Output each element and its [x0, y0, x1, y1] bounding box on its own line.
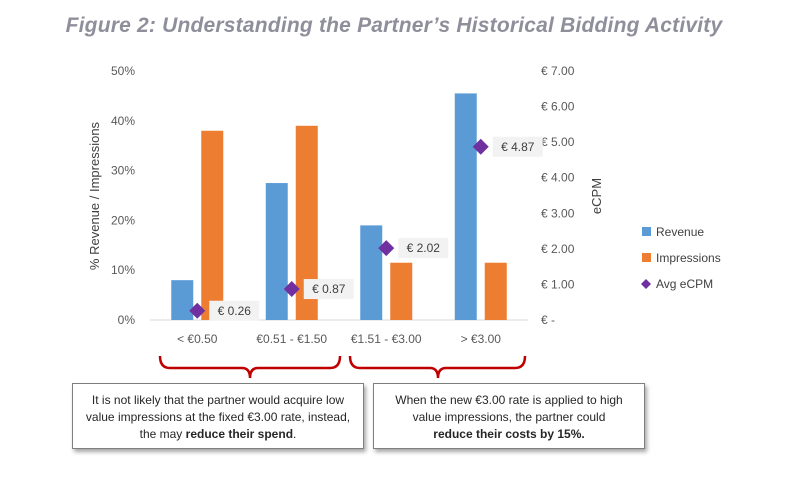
left-annotation-box: It is not likely that the partner would …: [72, 383, 364, 449]
right-axis-ticks: € - € 1.00 € 2.00 € 3.00 € 4.00 € 5.00 € 6.00 €…: [541, 64, 575, 327]
right-tick-label: € 1.00: [541, 277, 575, 291]
right-note-text: When the new €3.00 rate is applied to hi…: [395, 393, 623, 424]
ecpm-data-label: € 0.87: [312, 282, 346, 296]
data-label-bg: [303, 279, 354, 300]
x-axis-ticks: < €0.50 €0.51 - €1.50 €1.51 - €3.00 > €3.00: [177, 332, 501, 346]
right-tick-label: € -: [541, 313, 555, 327]
right-tick-label: € 6.00: [541, 100, 575, 114]
ecpm-marker-0: [189, 302, 206, 319]
ecpm-data-label: € 0.26: [218, 304, 252, 318]
bar-revenue-1: [265, 183, 288, 320]
data-label-bg: [209, 300, 260, 321]
legend-swatch-marker: [641, 279, 651, 289]
left-tick-label: 20%: [111, 213, 135, 227]
left-axis-ticks: 0% 10% 20% 30% 40% 50%: [111, 64, 135, 327]
right-tick-label: € 7.00: [541, 64, 575, 78]
left-axis-title: % Revenue / Impressions: [87, 121, 102, 270]
bar-impressions-2: [390, 262, 413, 320]
x-tick-label: < €0.50: [177, 332, 218, 346]
ecpm-marker-3: [472, 138, 489, 155]
right-tick-label: € 2.00: [541, 242, 575, 256]
bar-revenue-3: [454, 93, 477, 320]
ecpm-data-label: € 2.02: [407, 241, 441, 255]
left-bracket: [158, 355, 342, 379]
left-note-emphasis: reduce their spend: [185, 427, 294, 441]
right-bracket: [348, 355, 527, 379]
right-note-emphasis: reduce their costs by 15%.: [433, 427, 585, 441]
ecpm-marker-2: [378, 240, 395, 257]
left-tick-label: 40%: [111, 114, 135, 128]
ecpm-data-label: € 4.87: [501, 140, 535, 154]
x-tick-label: €0.51 - €1.50: [256, 332, 327, 346]
annotation-brackets: [158, 355, 527, 379]
left-tick-label: 50%: [111, 64, 135, 78]
x-tick-label: €1.51 - €3.00: [351, 332, 422, 346]
data-label-bg: [492, 136, 543, 157]
bar-revenue-2: [360, 225, 383, 320]
right-tick-label: € 3.00: [541, 206, 575, 220]
right-tick-label: € 5.00: [541, 135, 575, 149]
bar-group: [171, 93, 507, 320]
bar-impressions-0: [201, 130, 224, 320]
right-axis-title: eCPM: [589, 178, 604, 214]
legend-swatch-impressions: [642, 253, 651, 262]
left-tick-label: 30%: [111, 164, 135, 178]
right-tick-label: € 4.00: [541, 171, 575, 185]
data-label-bg: [398, 238, 449, 259]
bar-revenue-0: [171, 280, 194, 320]
x-tick-label: > €3.00: [461, 332, 502, 346]
marker-group: € 0.26 € 0.87 € 2.02 € 4.87: [189, 136, 543, 321]
left-tick-label: 10%: [111, 263, 135, 277]
legend-swatch-revenue: [642, 227, 651, 236]
legend-label: Revenue: [656, 225, 704, 239]
right-annotation-box: When the new €3.00 rate is applied to hi…: [373, 383, 645, 449]
legend-label: Impressions: [656, 251, 721, 265]
left-note-text: It is not likely that the partner would …: [85, 393, 351, 441]
ecpm-marker-1: [283, 281, 300, 298]
bar-impressions-1: [295, 125, 318, 320]
figure-title: Figure 2: Understanding the Partner’s Hi…: [65, 14, 723, 37]
legend: Revenue Impressions Avg eCPM: [641, 225, 721, 291]
left-note-end: .: [293, 427, 297, 441]
bar-impressions-3: [484, 262, 507, 320]
legend-label: Avg eCPM: [656, 277, 713, 291]
left-tick-label: 0%: [118, 313, 136, 327]
